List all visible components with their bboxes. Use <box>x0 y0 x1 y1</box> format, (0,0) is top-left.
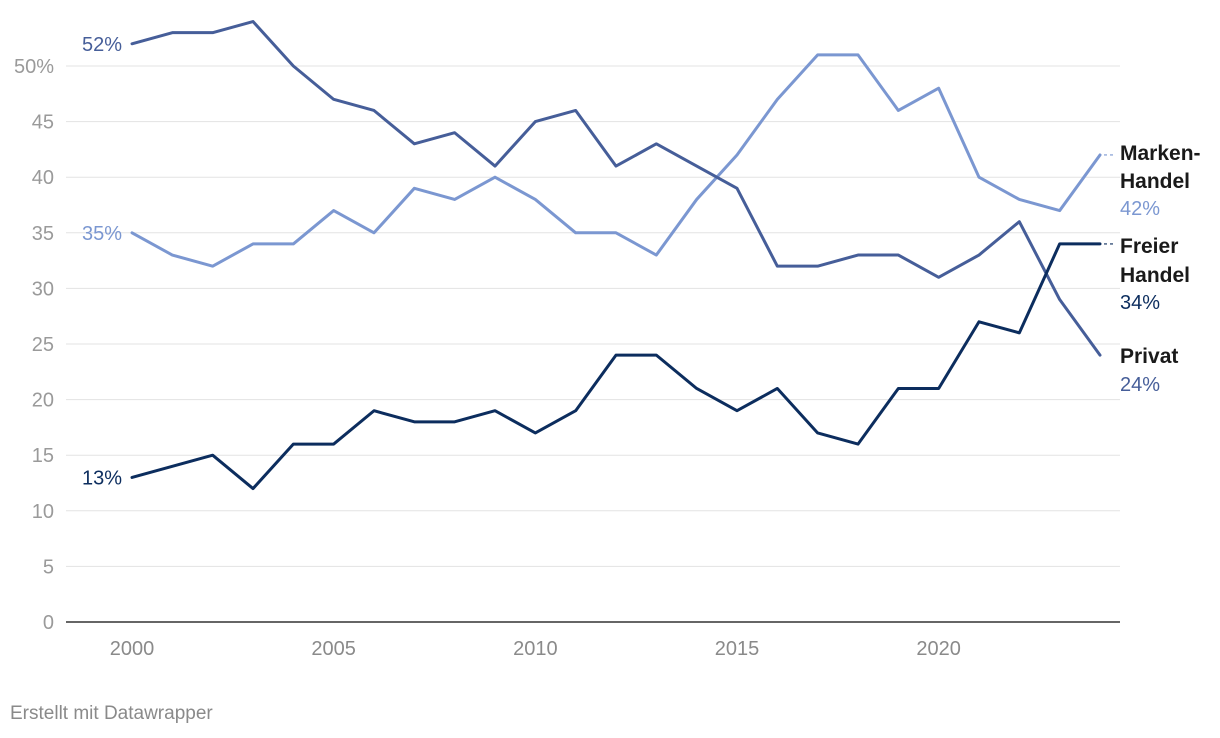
start-label-freier: 13% <box>82 467 122 489</box>
y-tick-label-10: 10 <box>32 501 54 523</box>
y-tick-label-30: 30 <box>32 278 54 300</box>
y-tick-label-15: 15 <box>32 445 54 467</box>
end-name-privat: Privat <box>1120 345 1178 368</box>
end-value-marken: 42% <box>1120 198 1160 220</box>
end-value-privat: 24% <box>1120 374 1160 396</box>
end-name-freier: Freier <box>1120 235 1178 258</box>
start-label-privat: 52% <box>82 34 122 56</box>
y-tick-label-35: 35 <box>32 223 54 245</box>
x-tick-label-2000: 2000 <box>110 638 155 660</box>
x-tick-label-2020: 2020 <box>916 638 961 660</box>
axes: 0 5 10 15 20 25 30 35 40 45 50% 2000 2005 2010 2015 202… <box>14 56 1120 660</box>
x-tick-label-2010: 2010 <box>513 638 558 660</box>
series-line-freier <box>130 242 1102 491</box>
y-tick-label-40: 40 <box>32 167 54 189</box>
x-tick-label-2005: 2005 <box>311 638 356 660</box>
end-name-marken: Marken- <box>1120 142 1201 165</box>
series-line-privat <box>130 20 1102 357</box>
series <box>130 20 1102 491</box>
line-chart: 0 5 10 15 20 25 30 35 40 45 50% 2000 2005 2010 2015 202… <box>14 20 1201 660</box>
end-name-line2-marken: Handel <box>1120 170 1190 193</box>
x-tick-label-2015: 2015 <box>715 638 760 660</box>
y-tick-label-5: 5 <box>43 556 54 578</box>
series-line-marken <box>130 53 1102 268</box>
y-tick-label-50: 50% <box>14 56 54 78</box>
y-tick-label-45: 45 <box>32 112 54 134</box>
y-tick-label-0: 0 <box>43 612 54 634</box>
y-tick-label-20: 20 <box>32 390 54 412</box>
y-tick-label-25: 25 <box>32 334 54 356</box>
grid <box>66 65 1120 567</box>
labels: 35% 52% 13% Marken- Handel 42% Privat 24% Freier… <box>82 34 1201 490</box>
start-label-marken: 35% <box>82 223 122 245</box>
end-value-freier: 34% <box>1120 292 1160 314</box>
end-name-line2-freier: Handel <box>1120 264 1190 287</box>
credit-text[interactable]: Erstellt mit Datawrapper <box>10 703 213 724</box>
